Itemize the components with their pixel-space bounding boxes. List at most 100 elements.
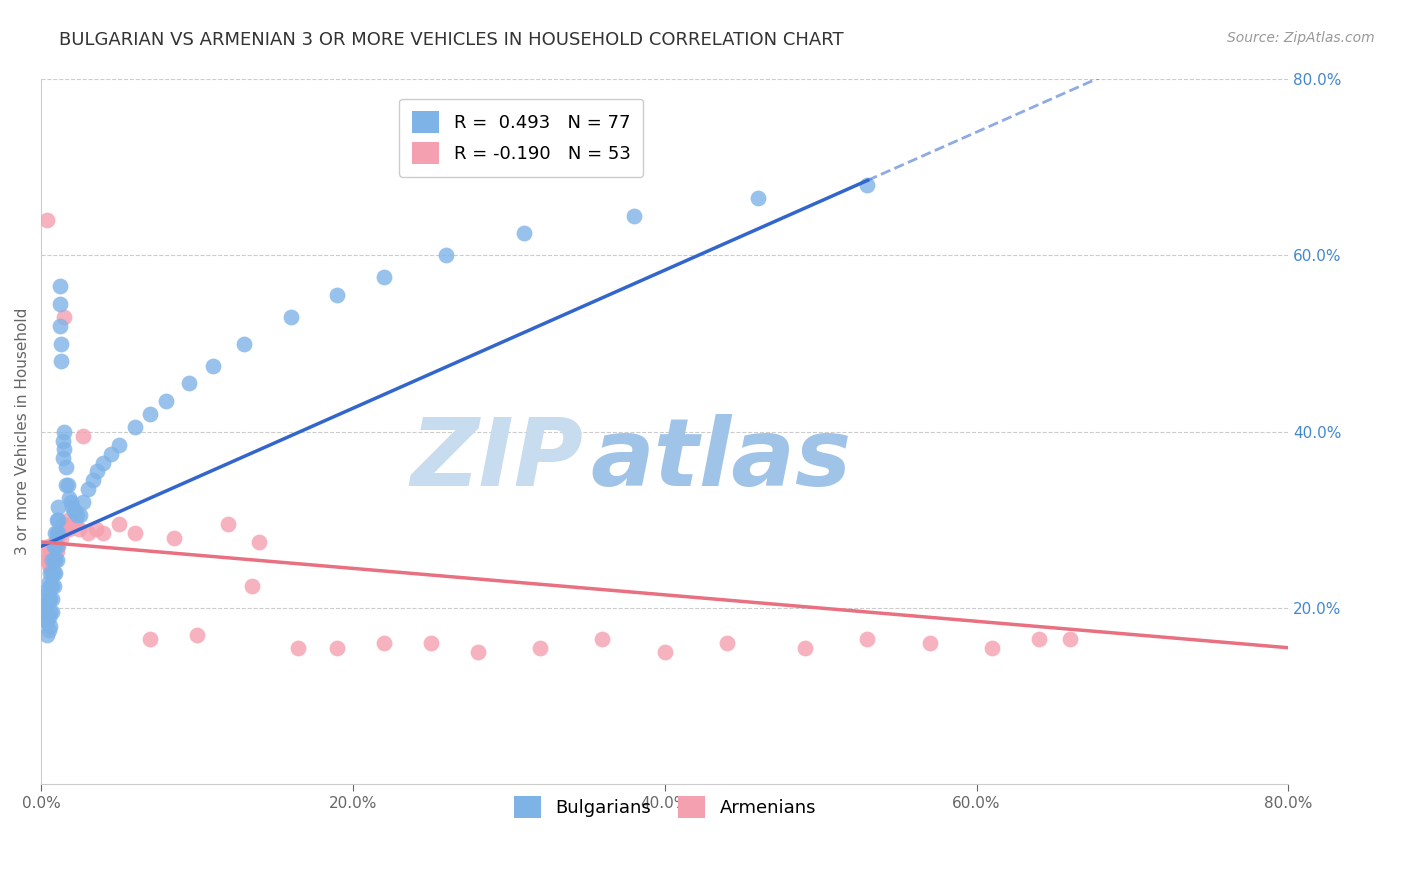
Point <box>53 425 76 439</box>
Point <box>35 615 58 629</box>
Point <box>326 640 349 655</box>
Text: Source: ZipAtlas.com: Source: ZipAtlas.com <box>1227 31 1375 45</box>
Point <box>39 606 62 620</box>
Point <box>41 539 63 553</box>
Point <box>856 632 879 646</box>
Point <box>72 495 94 509</box>
Point <box>42 552 65 566</box>
Point <box>436 248 458 262</box>
Point <box>41 552 63 566</box>
Point <box>84 522 107 536</box>
Point <box>280 310 302 324</box>
Point <box>232 336 254 351</box>
Point <box>60 517 83 532</box>
Point <box>513 227 536 241</box>
Point <box>39 592 62 607</box>
Point <box>52 517 75 532</box>
Point <box>58 491 80 505</box>
Point <box>77 526 100 541</box>
Point <box>139 407 162 421</box>
Point <box>44 526 66 541</box>
Point <box>44 566 66 580</box>
Point <box>44 548 66 562</box>
Point <box>240 579 263 593</box>
Point <box>42 566 65 580</box>
Point <box>716 636 738 650</box>
Point <box>42 539 65 553</box>
Point <box>46 539 69 553</box>
Point <box>1028 632 1050 646</box>
Point <box>45 526 67 541</box>
Point <box>37 597 59 611</box>
Point <box>45 513 67 527</box>
Point <box>623 209 645 223</box>
Point <box>39 543 62 558</box>
Point <box>856 178 879 192</box>
Point <box>373 636 395 650</box>
Text: BULGARIAN VS ARMENIAN 3 OR MORE VEHICLES IN HOUSEHOLD CORRELATION CHART: BULGARIAN VS ARMENIAN 3 OR MORE VEHICLES… <box>59 31 844 49</box>
Point <box>41 606 63 620</box>
Point <box>39 561 62 575</box>
Point <box>55 522 77 536</box>
Point <box>32 606 55 620</box>
Point <box>67 522 90 536</box>
Point <box>51 354 73 368</box>
Point <box>35 548 58 562</box>
Point <box>794 640 817 655</box>
Point <box>38 610 60 624</box>
Point <box>38 557 60 571</box>
Point <box>37 615 59 629</box>
Point <box>124 420 146 434</box>
Point <box>217 517 239 532</box>
Point <box>186 627 208 641</box>
Point <box>247 535 270 549</box>
Point <box>45 531 67 545</box>
Point <box>41 579 63 593</box>
Point <box>326 288 349 302</box>
Point <box>42 539 65 553</box>
Point <box>38 574 60 589</box>
Point <box>66 508 89 523</box>
Point <box>46 500 69 514</box>
Point <box>63 504 86 518</box>
Point <box>56 513 79 527</box>
Legend: Bulgarians, Armenians: Bulgarians, Armenians <box>506 789 823 825</box>
Point <box>591 632 613 646</box>
Text: ZIP: ZIP <box>411 414 583 506</box>
Point <box>38 592 60 607</box>
Point <box>38 623 60 637</box>
Point <box>46 513 69 527</box>
Point <box>44 552 66 566</box>
Point <box>65 513 87 527</box>
Point <box>201 359 224 373</box>
Point <box>51 336 73 351</box>
Point <box>100 447 122 461</box>
Point <box>35 588 58 602</box>
Point <box>93 456 115 470</box>
Point <box>419 636 441 650</box>
Point <box>93 526 115 541</box>
Point <box>44 539 66 553</box>
Point <box>124 526 146 541</box>
Point <box>53 442 76 457</box>
Point <box>139 632 162 646</box>
Point <box>37 583 59 598</box>
Point <box>155 393 177 408</box>
Point <box>55 477 77 491</box>
Point <box>162 531 184 545</box>
Point <box>60 500 83 514</box>
Point <box>65 504 87 518</box>
Point <box>46 526 69 541</box>
Point <box>44 535 66 549</box>
Point <box>77 482 100 496</box>
Point <box>45 543 67 558</box>
Point <box>918 636 941 650</box>
Point <box>41 592 63 607</box>
Point <box>53 310 76 324</box>
Point <box>86 464 108 478</box>
Point <box>38 539 60 553</box>
Point <box>42 552 65 566</box>
Point <box>981 640 1004 655</box>
Point <box>41 566 63 580</box>
Point <box>108 438 131 452</box>
